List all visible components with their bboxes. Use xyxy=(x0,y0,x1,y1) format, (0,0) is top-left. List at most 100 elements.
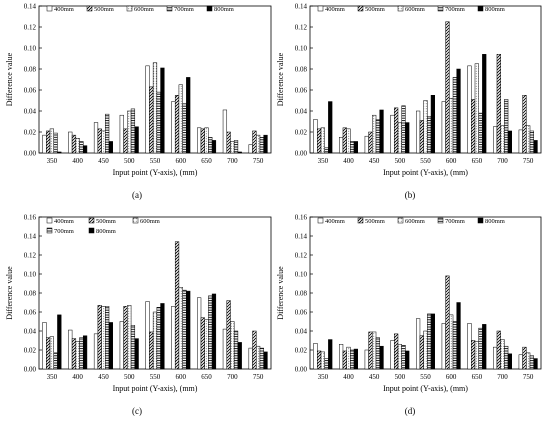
bar-b-600-700mm xyxy=(453,77,457,153)
bar-a-400-600mm xyxy=(76,138,80,153)
bar-a-450-600mm xyxy=(102,131,106,153)
bar-b-650-700mm xyxy=(479,113,483,153)
legend-swatch-b xyxy=(358,6,363,11)
legend-label-a: 500mm xyxy=(94,6,114,13)
bar-b-550-400mm xyxy=(416,111,420,153)
x-axis-title-a: Input point (Y-axis), (mm) xyxy=(113,168,198,177)
bar-c-550-800mm xyxy=(161,303,165,369)
bar-d-450-600mm xyxy=(372,332,376,369)
bar-b-700-400mm xyxy=(493,127,497,153)
bar-a-650-800mm xyxy=(212,140,216,153)
bar-a-450-800mm xyxy=(109,141,113,153)
bar-d-400-800mm xyxy=(354,349,358,369)
bar-b-400-700mm xyxy=(350,141,354,153)
bar-b-400-600mm xyxy=(347,129,351,153)
bar-b-400-500mm xyxy=(343,128,347,153)
bar-a-450-700mm xyxy=(105,114,109,153)
bar-c-650-800mm xyxy=(212,294,216,369)
y-tick-label-b: 0.12 xyxy=(295,24,308,32)
bar-c-700-400mm xyxy=(223,329,227,369)
legend-swatch-c xyxy=(133,218,138,223)
x-tick-label-a: 450 xyxy=(98,157,109,165)
bar-b-450-600mm xyxy=(372,115,376,153)
x-tick-label-a: 750 xyxy=(253,157,264,165)
bar-a-650-400mm xyxy=(197,128,201,153)
bar-a-350-700mm xyxy=(54,133,58,153)
bar-a-500-800mm xyxy=(135,127,139,153)
bar-a-550-700mm xyxy=(157,92,161,153)
legend-swatch-b xyxy=(398,6,403,11)
bar-a-400-700mm xyxy=(80,141,84,153)
bar-a-650-500mm xyxy=(201,129,205,153)
bar-a-500-400mm xyxy=(120,115,124,153)
bar-a-700-700mm xyxy=(234,140,238,153)
legend-label-b: 700mm xyxy=(445,6,465,13)
bar-b-700-500mm xyxy=(497,54,501,153)
bar-c-400-800mm xyxy=(83,336,87,369)
bar-c-350-400mm xyxy=(43,322,47,369)
legend-label-b: 400mm xyxy=(325,6,345,13)
bar-c-400-600mm xyxy=(76,341,80,369)
legend-swatch-b xyxy=(478,6,483,11)
bar-d-500-400mm xyxy=(391,341,395,370)
x-tick-label-a: 500 xyxy=(124,157,135,165)
x-tick-label-a: 650 xyxy=(201,157,212,165)
bar-a-550-600mm xyxy=(153,63,157,153)
panel-d: 0.00 0.02 0.04 0.06 0.08 0.10 0.12 0.14 0.16 Diff… xyxy=(276,214,541,417)
x-tick-label-a: 600 xyxy=(176,157,187,165)
legend-label-c: 600mm xyxy=(140,218,160,225)
y-tick-label-b: 0.04 xyxy=(295,108,308,116)
bar-d-600-500mm xyxy=(446,276,450,369)
bar-b-500-800mm xyxy=(405,123,409,153)
bar-b-550-700mm xyxy=(427,116,431,153)
legend-swatch-d xyxy=(358,218,363,223)
bar-a-450-400mm xyxy=(94,123,98,153)
y-axis-title-c: Difference value xyxy=(5,266,14,320)
bar-b-350-800mm xyxy=(328,102,332,153)
bar-b-650-600mm xyxy=(475,64,479,153)
bar-d-600-400mm xyxy=(442,323,446,369)
bar-d-700-400mm xyxy=(493,347,497,369)
bar-b-550-800mm xyxy=(431,95,435,153)
legend-label-d: 700mm xyxy=(445,218,465,225)
legend-label-d: 400mm xyxy=(325,218,345,225)
bar-d-350-800mm xyxy=(328,340,332,369)
legend-label-a: 600mm xyxy=(134,6,154,13)
bar-a-700-400mm xyxy=(223,110,227,153)
bar-b-750-700mm xyxy=(530,131,534,153)
x-tick-label-d: 600 xyxy=(446,373,457,381)
legend-label-c: 700mm xyxy=(54,228,74,235)
y-tick-label-b: 0.06 xyxy=(295,87,308,95)
y-tick-label-d: 0.08 xyxy=(295,290,308,298)
x-tick-label-b: 750 xyxy=(523,157,534,165)
bar-d-600-600mm xyxy=(449,315,453,369)
bar-d-400-700mm xyxy=(350,350,354,369)
panel-b: 0.00 0.02 0.04 0.06 0.08 0.10 0.12 0.14 Differen… xyxy=(276,3,541,201)
legend-swatch-d xyxy=(398,218,403,223)
x-tick-label-b: 450 xyxy=(369,157,380,165)
bar-b-750-600mm xyxy=(526,126,530,153)
bar-a-750-500mm xyxy=(253,131,257,153)
bar-c-750-500mm xyxy=(253,331,257,369)
legend-swatch-a xyxy=(167,6,172,11)
legend-swatch-b xyxy=(438,6,443,11)
y-tick-label-c: 0.08 xyxy=(24,290,37,298)
bar-d-700-600mm xyxy=(501,340,505,369)
bar-d-750-700mm xyxy=(530,356,534,369)
bar-a-750-600mm xyxy=(256,135,260,153)
x-tick-label-c: 350 xyxy=(47,373,58,381)
x-tick-label-a: 700 xyxy=(227,157,238,165)
y-tick-label-c: 0.10 xyxy=(24,271,37,279)
bar-c-350-700mm xyxy=(54,353,58,369)
bar-a-350-600mm xyxy=(50,129,54,153)
legend-swatch-b xyxy=(318,6,323,11)
bar-c-700-800mm xyxy=(238,342,242,369)
x-tick-label-d: 350 xyxy=(318,373,329,381)
bar-a-600-500mm xyxy=(175,95,179,153)
y-tick-label-c: 0.06 xyxy=(24,309,37,317)
bar-b-600-600mm xyxy=(449,98,453,153)
bar-a-700-600mm xyxy=(230,141,234,153)
legend-swatch-a xyxy=(127,6,132,11)
y-tick-label-d: 0.02 xyxy=(295,347,308,355)
x-tick-label-b: 400 xyxy=(343,157,354,165)
